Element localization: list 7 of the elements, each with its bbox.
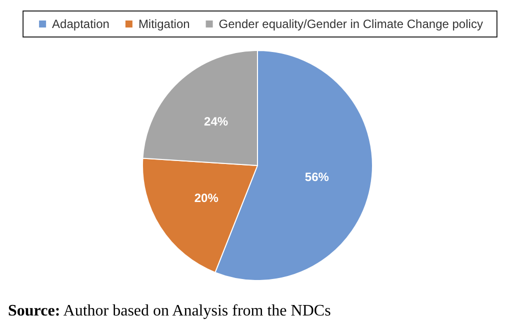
legend-label: Adaptation [52,17,110,31]
data-label: 20% [194,190,219,205]
source-note: Source: Author based on Analysis from the NDCs [8,302,331,320]
data-label: 56% [304,170,330,184]
legend-label: Gender equality/Gender in Climate Change policy [218,17,483,31]
data-label: 24% [204,114,228,128]
legend-label: Mitigation [138,17,190,31]
